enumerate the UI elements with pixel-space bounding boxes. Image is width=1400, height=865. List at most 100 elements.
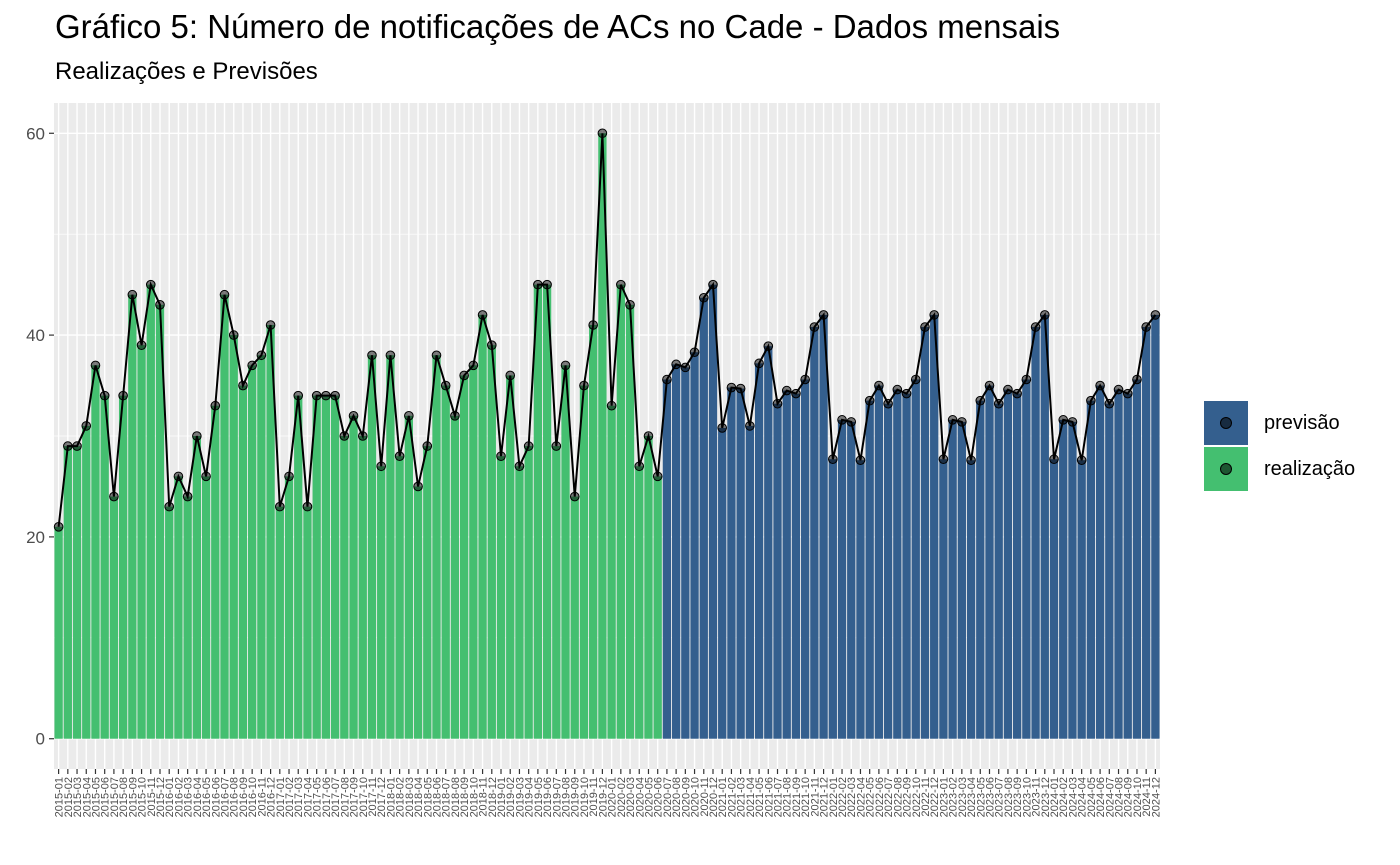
x-tick-label: 2019-02 <box>505 777 517 817</box>
point-2016-05 <box>201 471 211 482</box>
point-2024-12 <box>1150 310 1161 320</box>
bar-2020-10 <box>690 352 699 739</box>
bar-2020-11 <box>699 297 708 739</box>
x-tick-label: 2015-09 <box>127 777 139 817</box>
x-tick-label: 2021-09 <box>791 777 803 817</box>
x-tick-label: 2016-10 <box>247 777 259 817</box>
point-2022-04 <box>855 455 866 466</box>
bar-2018-01 <box>386 355 395 739</box>
x-tick-label: 2018-06 <box>431 777 443 817</box>
point-2019-12 <box>597 128 608 139</box>
y-tick-label: 40 <box>26 326 45 345</box>
point-2023-12 <box>1039 310 1050 320</box>
point-2015-12 <box>155 300 165 310</box>
legend-key-previsao <box>1204 401 1248 445</box>
x-tick-label: 2016-09 <box>238 777 250 817</box>
legend-item-previsao: previsão <box>1204 400 1355 446</box>
bar-2015-06 <box>100 395 109 739</box>
bar-2015-05 <box>91 365 100 739</box>
x-tick-label: 2022-03 <box>846 777 858 817</box>
point-2017-05 <box>311 390 322 401</box>
bar-2023-12 <box>1040 314 1049 739</box>
bar-2018-03 <box>404 415 413 739</box>
x-tick-label: 2016-06 <box>210 777 222 817</box>
bar-2021-05 <box>754 363 764 739</box>
bar-2015-08 <box>118 395 128 739</box>
bar-2018-07 <box>441 385 450 739</box>
x-tick-label: 2015-10 <box>137 777 149 817</box>
x-tick-label: 2019-05 <box>533 777 545 817</box>
x-tick-label: 2018-04 <box>413 777 425 817</box>
bar-2020-07 <box>662 379 672 739</box>
x-tick-label: 2017-04 <box>302 777 314 817</box>
x-tick-label: 2023-02 <box>948 777 960 817</box>
bar-2016-09 <box>238 385 248 739</box>
point-2024-10 <box>1132 374 1142 385</box>
x-tick-label: 2023-05 <box>975 777 987 817</box>
bar-2023-04 <box>966 460 976 739</box>
bar-2019-07 <box>552 446 561 739</box>
point-2021-11 <box>809 322 820 332</box>
chart-title: Gráfico 5: Número de notificações de ACs… <box>55 8 1061 45</box>
point-2020-09 <box>680 362 691 373</box>
legend-label-previsao: previsão <box>1264 411 1340 434</box>
point-2017-02 <box>284 471 294 482</box>
point-2020-07 <box>662 374 672 385</box>
bar-2021-09 <box>791 393 801 739</box>
bar-2024-09 <box>1123 393 1132 739</box>
point-2019-01 <box>496 451 506 461</box>
point-2023-04 <box>966 455 976 466</box>
point-2019-07 <box>551 441 562 451</box>
point-2016-07 <box>219 289 230 300</box>
x-tick-label: 2017-03 <box>293 777 305 817</box>
point-2016-04 <box>192 431 202 441</box>
x-tick-label: 2015-11 <box>146 777 158 817</box>
bar-2021-01 <box>718 427 727 739</box>
x-tick-label: 2023-04 <box>966 777 978 817</box>
point-2018-11 <box>477 310 488 320</box>
point-2022-11 <box>920 322 930 332</box>
point-2024-09 <box>1122 388 1133 399</box>
x-tick-label: 2023-07 <box>994 777 1006 817</box>
bar-2018-05 <box>423 446 432 739</box>
bar-2020-09 <box>681 367 690 739</box>
point-2018-06 <box>431 350 442 361</box>
x-tick-label: 2016-07 <box>220 777 232 817</box>
y-tick-label: 20 <box>26 528 45 547</box>
bar-2018-10 <box>469 365 478 739</box>
bar-2019-01 <box>496 456 506 739</box>
x-tick-label: 2017-06 <box>321 777 333 817</box>
bar-2017-01 <box>275 506 284 739</box>
point-2022-12 <box>929 310 939 320</box>
bar-2015-10 <box>137 345 146 739</box>
point-2020-03 <box>625 300 635 310</box>
point-2016-12 <box>265 320 276 330</box>
bar-2019-06 <box>542 284 552 739</box>
x-tick-label: 2020-01 <box>607 777 619 817</box>
bar-2018-12 <box>487 345 496 739</box>
point-2022-08 <box>892 384 903 395</box>
x-tick-label: 2021-07 <box>773 777 785 817</box>
bar-2016-02 <box>174 476 183 739</box>
x-tick-label: 2016-03 <box>183 777 195 817</box>
bar-2017-05 <box>312 395 321 739</box>
x-tick-label: 2016-12 <box>266 777 278 817</box>
x-tick-label: 2015-04 <box>81 777 93 817</box>
bars <box>54 133 1160 739</box>
bar-2021-12 <box>819 314 828 739</box>
point-2015-03 <box>72 441 82 451</box>
point-2021-07 <box>772 398 783 409</box>
bar-2016-08 <box>229 335 238 739</box>
bar-2017-09 <box>349 415 358 739</box>
x-tick-label: 2020-06 <box>653 777 665 817</box>
point-2020-02 <box>616 279 626 290</box>
point-2021-09 <box>791 388 801 399</box>
point-2019-05 <box>533 279 543 290</box>
x-tick-label: 2020-04 <box>634 777 646 817</box>
x-tick-label: 2018-03 <box>404 777 416 817</box>
bar-2017-06 <box>321 395 331 739</box>
bar-2024-05 <box>1086 400 1096 739</box>
x-tick-label: 2021-02 <box>726 777 738 817</box>
x-tick-label: 2019-12 <box>597 777 609 817</box>
x-tick-label: 2024-09 <box>1123 777 1135 817</box>
